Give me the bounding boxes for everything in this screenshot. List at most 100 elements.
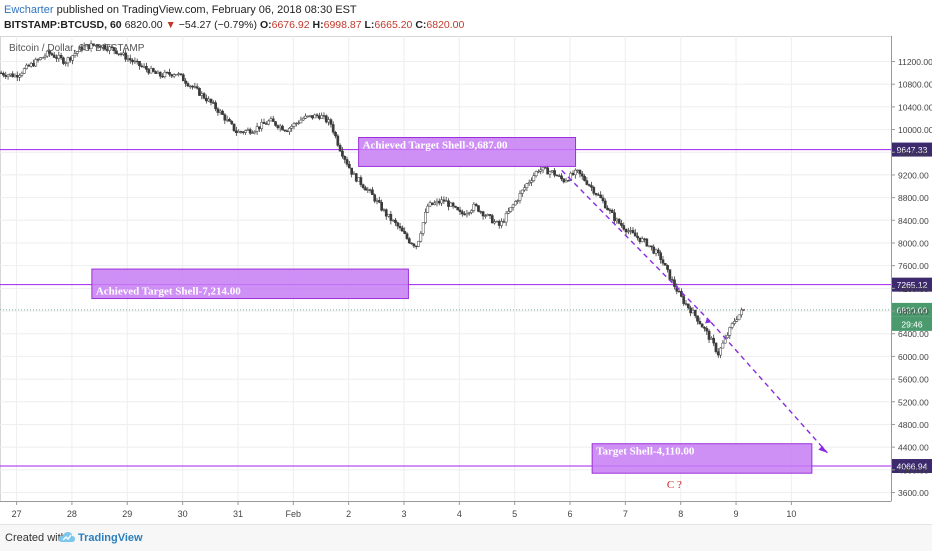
candle-body <box>407 238 411 244</box>
y-tick-label: 7600.00 <box>898 261 929 271</box>
candle-body <box>571 172 575 176</box>
candle-body <box>398 225 402 229</box>
horizontal-levels: 9647.33 7265.12 4066.94 6820.00 29:46 <box>0 142 932 474</box>
candle-body <box>615 218 619 222</box>
candle-body <box>520 189 524 194</box>
projection-line-1 <box>561 169 712 323</box>
candle-body <box>525 183 529 188</box>
candle-body <box>156 71 160 74</box>
candle-body <box>138 61 141 67</box>
candle-body <box>161 75 164 78</box>
candle-body <box>301 117 305 121</box>
footer-bar: Created with TradingView <box>0 524 932 551</box>
candlestick-series <box>0 40 746 359</box>
x-tick-label: 9 <box>734 509 739 519</box>
candle-body <box>304 115 307 119</box>
candle-body <box>523 187 526 191</box>
x-tick-label: 2 <box>346 509 351 519</box>
candle-body <box>377 200 381 203</box>
tradingview-brand[interactable]: TradingView <box>78 532 143 544</box>
candle-body <box>22 68 26 74</box>
candle-body <box>283 129 287 132</box>
level-tag-label: 9647.33 <box>897 145 928 155</box>
candle-body <box>175 74 178 76</box>
candle-body <box>514 201 517 206</box>
candle-body <box>334 132 337 137</box>
candle-body <box>66 57 70 64</box>
candle-body <box>20 72 24 76</box>
candle-body <box>131 59 134 63</box>
candle-body <box>276 125 280 129</box>
x-tick-label: 8 <box>678 509 683 519</box>
published-text: published on TradingView.com, February 0… <box>56 4 357 16</box>
candle-body <box>583 175 586 181</box>
candle-body <box>347 164 351 169</box>
candle-body <box>25 64 28 69</box>
candle-body <box>73 53 77 56</box>
ohlc-line: BITSTAMP:BTCUSD, 60 6820.00 ▼ −54.27 (−0… <box>4 19 464 31</box>
candle-body <box>382 209 386 211</box>
candle-body <box>490 215 494 224</box>
candle-body <box>82 45 86 50</box>
candle-body <box>594 193 598 195</box>
candle-body <box>659 252 662 260</box>
current-price-label: 6820.00 <box>897 305 928 315</box>
candle-body <box>274 121 277 126</box>
candle-body <box>472 203 476 211</box>
level-tag <box>892 459 932 474</box>
candle-body <box>235 130 238 134</box>
candle-body <box>481 211 485 217</box>
chart-grid <box>0 36 892 502</box>
candle-body <box>627 230 630 233</box>
candle-body <box>103 44 107 50</box>
candle-body <box>39 57 42 60</box>
candle-body <box>656 249 660 253</box>
candle-body <box>315 114 319 117</box>
candle-body <box>172 74 176 77</box>
projection-arrowhead <box>818 445 828 453</box>
candle-body <box>209 98 213 103</box>
price-chart[interactable]: 9647.33 7265.12 4066.94 6820.00 29:46 Achiev… <box>0 36 932 521</box>
candle-body <box>11 73 15 78</box>
candle-body <box>405 233 409 239</box>
x-tick-label: 5 <box>512 509 517 519</box>
price-axis[interactable]: 11200.0010800.0010400.0010000.009600.009… <box>891 36 932 501</box>
author-link[interactable]: Ewcharter <box>4 4 54 16</box>
candle-body <box>292 123 296 127</box>
candle-body <box>9 73 12 76</box>
candle-body <box>497 220 501 226</box>
x-tick-label: Feb <box>286 509 302 519</box>
candle-body <box>622 225 626 230</box>
candle-body <box>573 169 577 176</box>
time-axis[interactable]: 27 28 29 30 31 Feb 2 3 4 5 6 7 8 9 10 <box>0 501 891 519</box>
candle-body <box>617 218 621 224</box>
candle-body <box>580 173 584 177</box>
candle-body <box>290 126 294 129</box>
candle-body <box>246 129 250 131</box>
candle-body <box>597 194 600 196</box>
candle-body <box>288 127 291 132</box>
open-value: 6676.92 <box>271 19 310 31</box>
candle-body <box>537 171 540 173</box>
candle-body <box>433 202 437 205</box>
last-price: 6820.00 <box>124 19 163 31</box>
candle-body <box>135 60 139 63</box>
candle-body <box>163 71 167 78</box>
x-tick-label: 3 <box>401 509 406 519</box>
x-tick-label: 28 <box>67 509 77 519</box>
candle-body <box>41 57 45 59</box>
candle-body <box>133 60 137 63</box>
y-tick-label: 10000.00 <box>898 125 932 135</box>
level-tag <box>892 277 932 292</box>
candle-body <box>495 220 499 223</box>
x-tick-label: 7 <box>623 509 628 519</box>
candle-body <box>368 189 372 191</box>
candle-body <box>225 118 229 121</box>
candle-body <box>610 209 614 213</box>
candle-body <box>403 231 407 234</box>
candle-body <box>444 200 448 202</box>
candle-body <box>460 211 464 215</box>
candle-body <box>606 207 609 211</box>
candle-body <box>465 212 469 216</box>
x-tick-label: 29 <box>122 509 132 519</box>
